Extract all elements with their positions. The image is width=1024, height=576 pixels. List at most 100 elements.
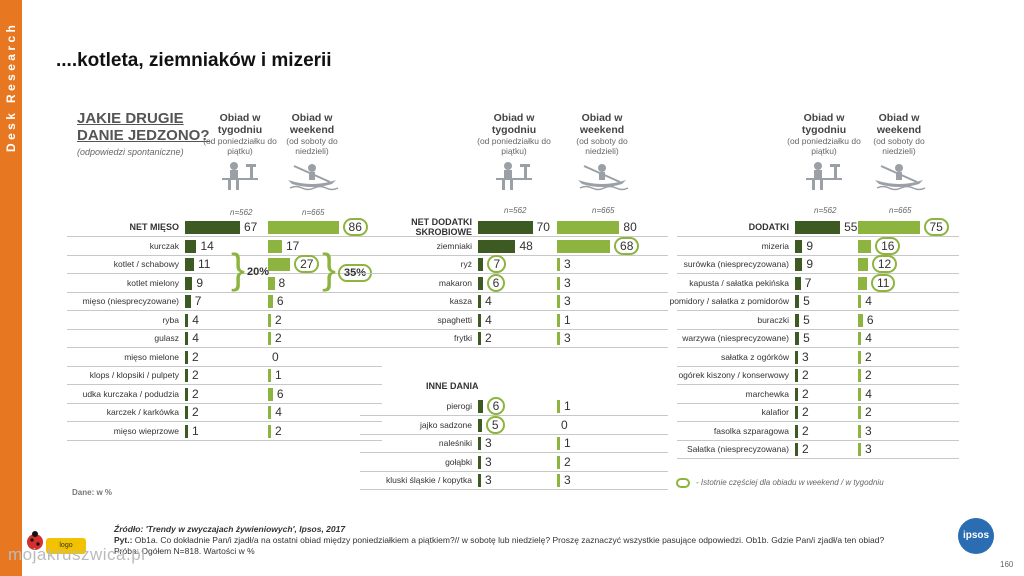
bar-weekend	[858, 406, 861, 419]
column-header-sub: (od poniedziałku do piątku)	[477, 136, 551, 156]
row-divider	[677, 347, 959, 348]
column-header-weekday: Obiad w tygodniu (od poniedziałku do piąt…	[476, 112, 552, 156]
bar-weekend	[858, 424, 861, 438]
value-weekday: 67	[243, 220, 258, 234]
value-weekday: 2	[802, 368, 809, 382]
row-divider	[677, 328, 959, 330]
column-header-title: Obiad w tygodniu	[491, 112, 537, 136]
kayak-icon	[871, 160, 927, 197]
bar-weekday	[185, 369, 188, 382]
bar-weekday	[185, 221, 240, 234]
value-weekday: 2	[802, 386, 809, 401]
sample-size: n=562	[230, 208, 253, 217]
value-weekday: 2	[192, 386, 199, 401]
page-number: 160	[1000, 560, 1014, 569]
value-weekday: 2	[192, 349, 199, 364]
column-header-sub: (od soboty do niedzieli)	[286, 136, 338, 156]
bar-weekend	[557, 474, 560, 487]
row-divider	[67, 254, 382, 256]
footer-sample: Próba: Ogółem N=818. Wartości w %	[114, 546, 255, 556]
row-divider	[67, 421, 382, 422]
bar-weekday	[795, 369, 798, 382]
value-weekend: 16	[875, 236, 901, 255]
value-weekday: 9	[196, 275, 204, 290]
row-label: frytki	[454, 333, 472, 343]
bar-weekday	[795, 350, 798, 364]
bar-weekday	[795, 424, 798, 438]
value-weekend: 2	[865, 405, 872, 419]
ipsos-logo: ipsos	[958, 518, 994, 554]
bar-weekday	[478, 437, 481, 450]
value-weekday: 7	[194, 294, 202, 308]
footer-question: Pyt.: Ob1a. Co dokładnie Pan/i zjadł/a n…	[114, 535, 964, 546]
row-divider	[360, 254, 668, 256]
row-label: fasolka szparagowa	[713, 425, 789, 436]
bar-weekday	[478, 295, 482, 308]
base-note: Dane: w %	[72, 488, 113, 497]
value-weekend: 8	[278, 275, 286, 290]
sidebar-strip: Desk Research	[0, 0, 22, 576]
sample-size: n=665	[302, 208, 325, 217]
sample-size: n=562	[504, 206, 527, 215]
value-weekend: 86	[342, 218, 368, 236]
value-weekday: 4	[192, 331, 199, 345]
bar-weekend	[268, 295, 273, 308]
row-label: makaron	[438, 277, 472, 288]
value-weekday: 14	[200, 238, 214, 253]
person-icon	[220, 160, 260, 197]
bar-weekend	[557, 258, 560, 271]
kayak-icon	[574, 160, 630, 197]
bar-weekend	[268, 276, 275, 290]
row-label: udka kurczaka / podudzia	[82, 388, 179, 399]
row-label: ryż	[460, 259, 472, 269]
column-header-weekday: Obiad w tygodniu (od poniedziałku do piąt…	[786, 112, 862, 156]
value-weekend: 4	[865, 331, 872, 345]
kayak-icon	[284, 160, 340, 197]
value-weekday: 6	[486, 397, 506, 415]
value-weekday: 5	[803, 331, 810, 345]
row-divider	[360, 347, 668, 348]
value-weekend: 12	[871, 255, 898, 273]
value-weekend: 2	[564, 454, 571, 469]
row-label: marchewka	[745, 388, 789, 399]
value-weekday: 2	[802, 405, 809, 419]
value-weekend: 1	[564, 312, 571, 327]
bar-weekend	[858, 443, 861, 456]
row-label: mięso wieprzowe	[113, 425, 179, 436]
bar-weekend	[268, 221, 339, 234]
value-weekend: 3	[865, 423, 872, 438]
value-weekday: 5	[485, 415, 505, 434]
value-weekday: 4	[485, 294, 492, 308]
row-divider	[677, 402, 959, 404]
person-icon	[494, 160, 534, 197]
row-label: mięso mielone	[124, 351, 179, 362]
value-weekend: 27	[294, 255, 320, 273]
bar-weekday	[185, 239, 197, 253]
value-weekend: 2	[275, 312, 282, 327]
column-header-sub: (od soboty do niedzieli)	[873, 136, 925, 156]
bar-weekend	[268, 424, 271, 438]
bar-weekday	[795, 313, 800, 327]
column-header-weekday: Obiad w tygodniu (od poniedziałku do piąt…	[202, 112, 278, 156]
sidebar-label: Desk Research	[4, 21, 18, 153]
row-divider	[67, 402, 382, 404]
row-divider	[677, 236, 959, 237]
row-divider	[67, 347, 382, 348]
bar-weekend	[858, 239, 872, 253]
bar-weekday	[185, 295, 191, 308]
question-title-line1: JAKIE DRUGIE	[77, 110, 184, 127]
row-divider	[360, 433, 668, 435]
value-weekend: 68	[614, 236, 640, 255]
footer-question-label: Pyt.:	[114, 535, 133, 545]
value-weekend: 2	[275, 423, 282, 438]
row-divider	[677, 439, 959, 441]
value-weekday: 3	[485, 473, 492, 487]
group-value-weekday: 20%	[247, 266, 270, 278]
row-label: klops / klopsiki / pulpety	[89, 370, 179, 380]
column-header-sub: (od poniedziałku do piątku)	[203, 136, 277, 156]
bar-weekend	[557, 295, 560, 308]
group-bracket: }	[231, 245, 246, 292]
value-weekend: 1	[564, 436, 571, 450]
row-divider	[360, 452, 668, 453]
row-label: surówka (niesprecyzowana)	[683, 259, 789, 269]
